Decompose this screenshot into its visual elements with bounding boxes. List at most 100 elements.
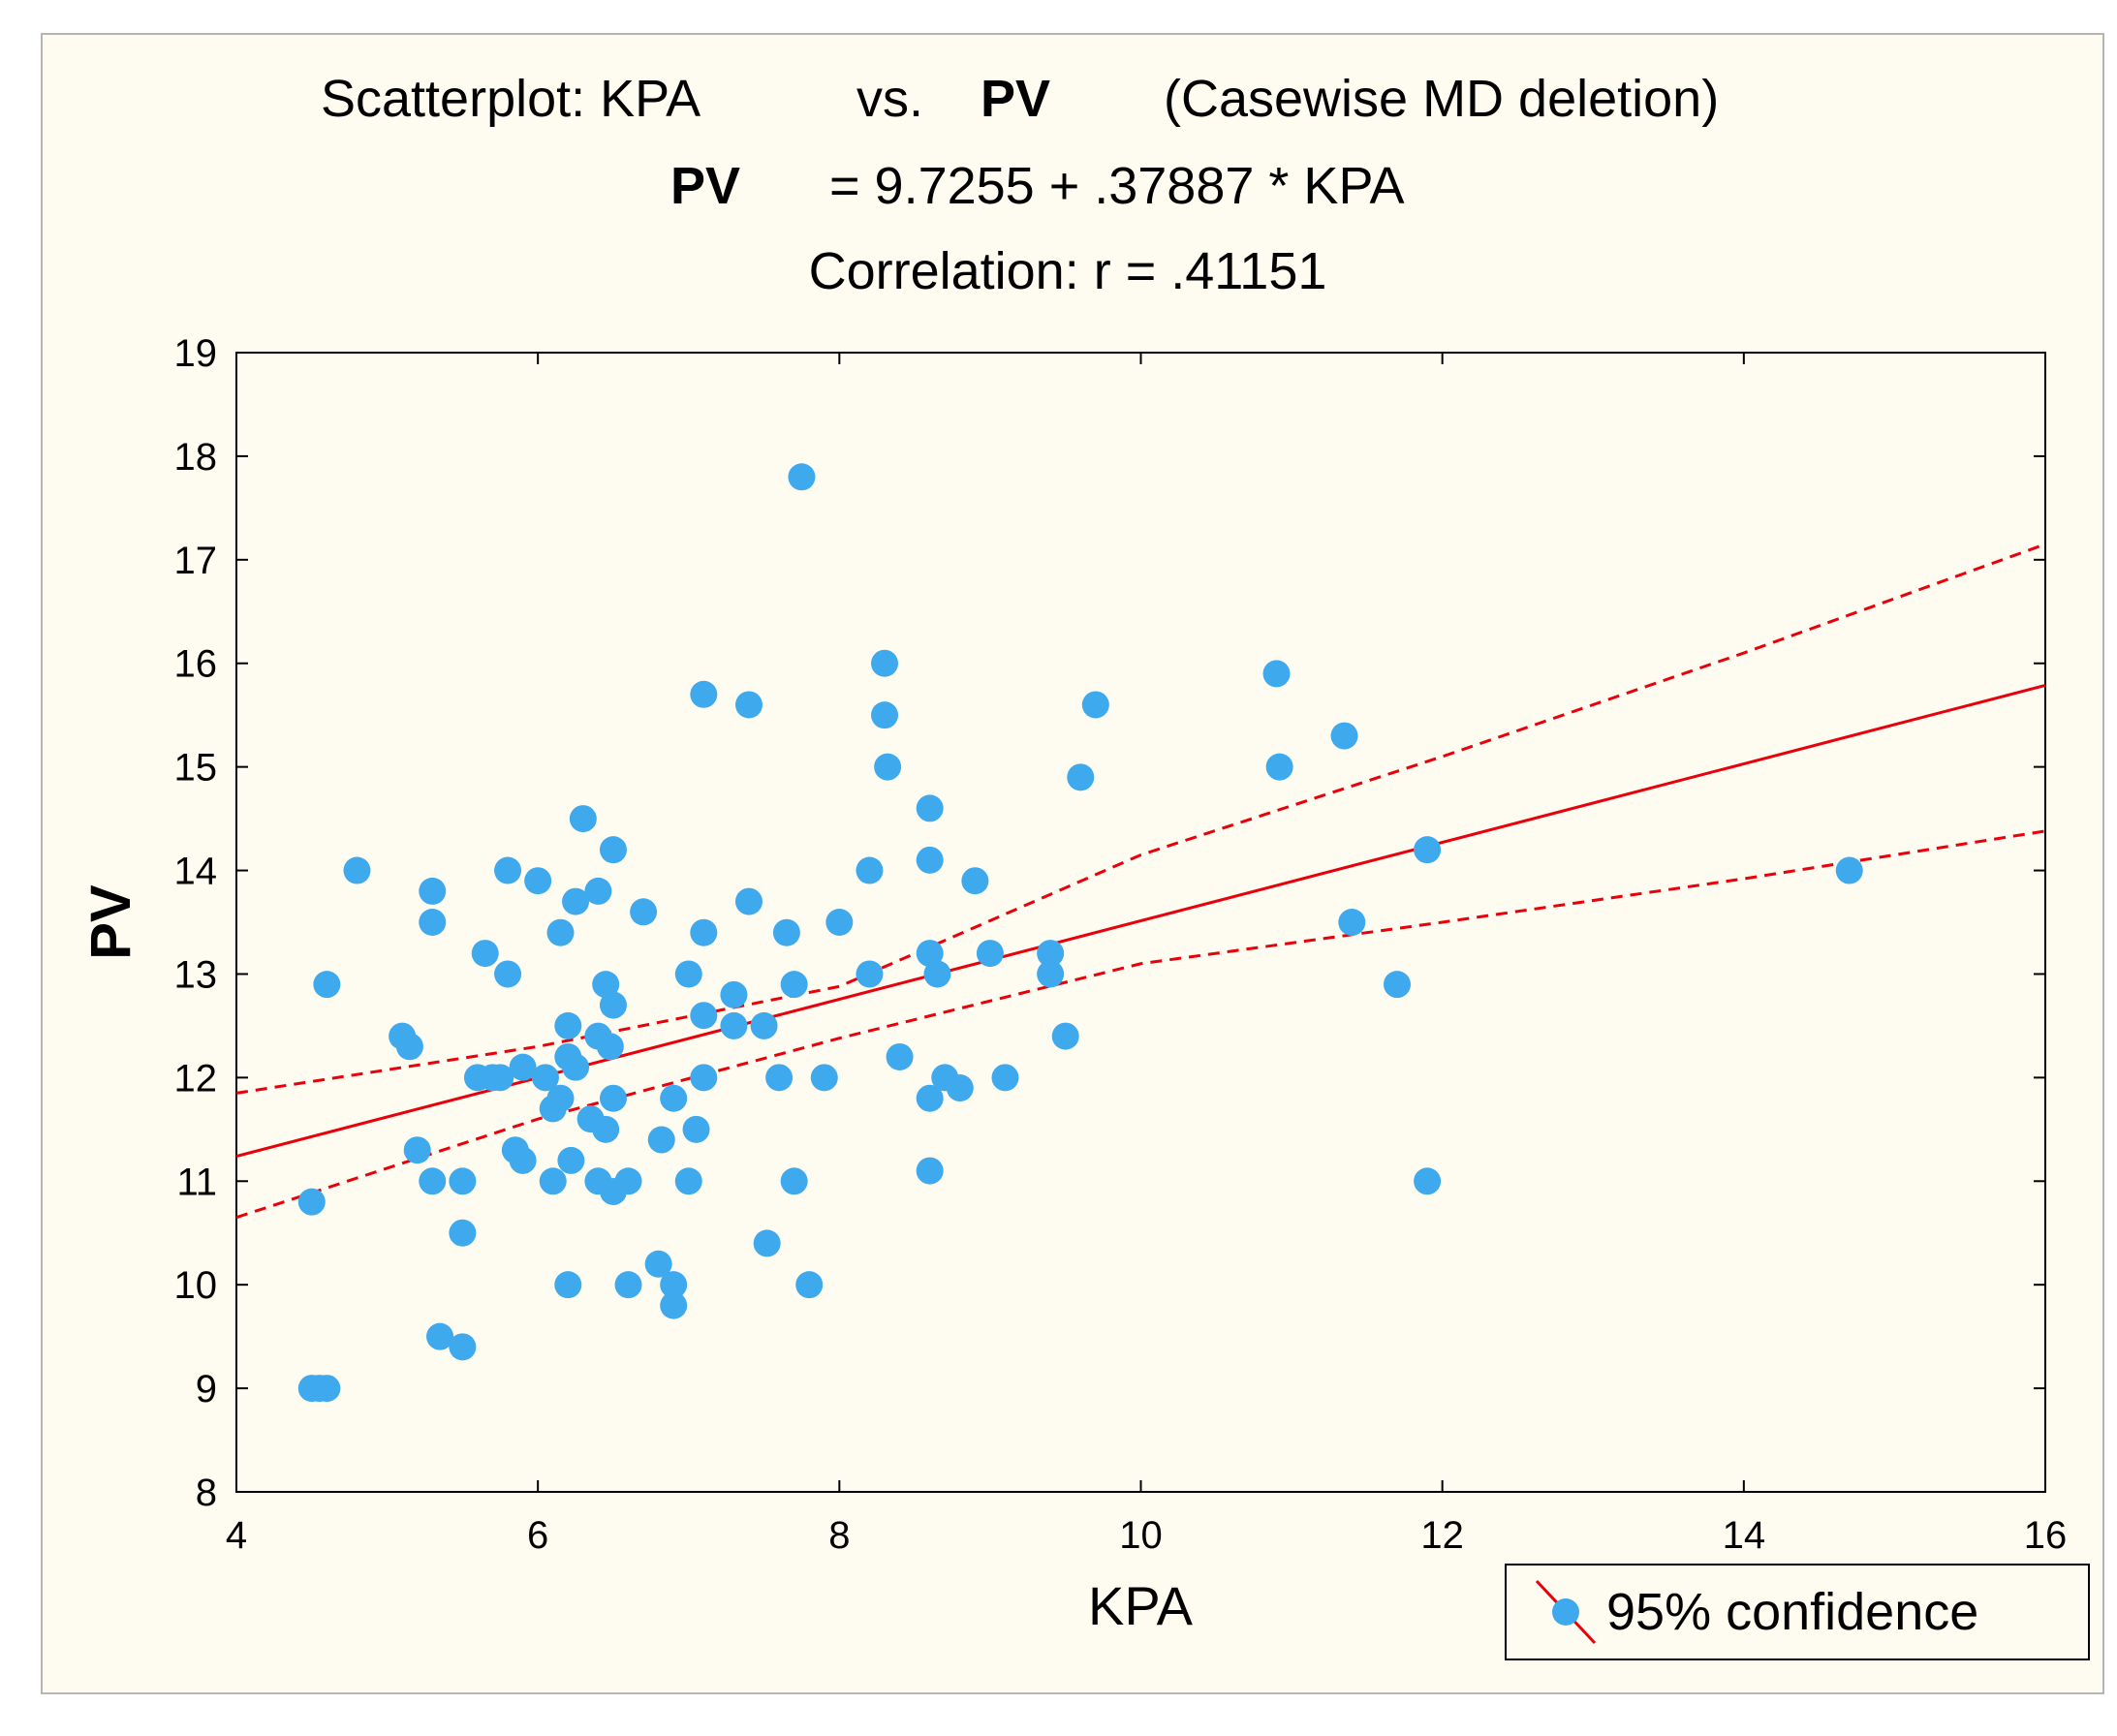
scatterplot-svg: Scatterplot: KPA vs. PV (Casewise MD del…	[79, 70, 2090, 1660]
equation-lhs: PV	[670, 157, 740, 215]
data-point	[426, 1322, 454, 1350]
data-point	[991, 1064, 1019, 1092]
data-point	[562, 1053, 590, 1081]
data-point	[313, 971, 341, 999]
data-point	[750, 1011, 778, 1039]
data-point	[647, 1126, 675, 1154]
data-point	[871, 701, 899, 729]
data-point	[486, 1064, 514, 1092]
data-point	[592, 971, 620, 999]
y-tick-label: 8	[196, 1472, 217, 1514]
legend: 95% confidence	[1505, 1564, 2090, 1660]
title-yvar: PV	[981, 70, 1050, 128]
data-point	[614, 1167, 642, 1195]
legend-box	[1505, 1564, 2090, 1660]
data-point	[557, 1146, 585, 1174]
data-point	[449, 1219, 477, 1247]
data-point	[674, 960, 702, 988]
data-point	[297, 1188, 326, 1216]
title-prefix: Scatterplot: KPA	[321, 70, 700, 128]
data-point	[874, 753, 902, 781]
data-point	[720, 1011, 748, 1039]
data-point	[660, 1271, 688, 1299]
data-point	[810, 1064, 838, 1092]
data-point	[660, 1291, 688, 1319]
data-point	[1037, 960, 1065, 988]
data-point	[1051, 1022, 1079, 1050]
x-tick-label: 10	[1119, 1514, 1163, 1557]
data-point	[562, 887, 590, 915]
data-point	[554, 1271, 582, 1299]
data-point	[494, 856, 522, 884]
data-point	[886, 1042, 914, 1070]
data-point	[403, 1136, 431, 1164]
y-axis-label: PV	[79, 884, 142, 960]
x-axis-label: KPA	[1088, 1575, 1194, 1636]
y-tick-label: 16	[174, 643, 218, 686]
title-suffix: (Casewise MD deletion)	[1164, 70, 1719, 128]
data-point	[1835, 856, 1863, 884]
x-axis-ticks: 4 6 8 10 12 14 16	[226, 353, 2067, 1557]
data-point	[856, 856, 884, 884]
data-point	[720, 980, 748, 1008]
data-point	[1338, 909, 1366, 936]
data-point	[569, 805, 597, 833]
x-tick-label: 14	[1723, 1514, 1766, 1557]
data-point	[690, 1064, 718, 1092]
data-point	[630, 898, 658, 926]
data-point	[682, 1115, 710, 1143]
data-point	[690, 918, 718, 946]
correlation-text: Correlation: r = .41151	[809, 242, 1327, 300]
data-point	[976, 940, 1004, 968]
x-tick-label: 6	[527, 1514, 548, 1557]
title-vs: vs.	[856, 70, 923, 128]
data-point	[644, 1250, 672, 1278]
data-point	[788, 463, 816, 491]
data-point	[494, 960, 522, 988]
y-tick-label: 15	[174, 747, 218, 790]
data-point	[734, 887, 763, 915]
y-tick-label: 17	[174, 540, 218, 582]
data-point	[1265, 753, 1293, 781]
data-point	[313, 1375, 341, 1403]
data-point	[509, 1053, 537, 1081]
y-tick-label: 11	[176, 1161, 217, 1203]
data-point	[674, 1167, 702, 1195]
data-point	[916, 794, 944, 822]
data-point	[554, 1011, 582, 1039]
regression-equation: PV = 9.7255 + .37887 * KPA	[670, 157, 1404, 215]
data-point	[1414, 1167, 1442, 1195]
data-point	[531, 1064, 559, 1092]
data-point	[734, 691, 763, 719]
data-point	[916, 1084, 944, 1112]
data-point	[753, 1229, 781, 1257]
legend-label: 95% confidence	[1606, 1583, 1978, 1641]
chart-title: Scatterplot: KPA vs. PV (Casewise MD del…	[321, 70, 1719, 128]
data-point	[772, 918, 800, 946]
data-point	[1383, 971, 1411, 999]
data-point	[546, 1084, 575, 1112]
data-point	[961, 867, 989, 895]
data-point	[916, 940, 944, 968]
data-point	[780, 1167, 808, 1195]
confidence-lower-line	[236, 829, 2045, 1220]
data-point	[916, 846, 944, 874]
data-point	[449, 1167, 477, 1195]
plot-area: 8 9 10 11 12 13 14 15 16 17 18 19 4 6 8 10 12 14 16	[174, 332, 2068, 1557]
data-point	[419, 909, 447, 936]
data-point	[449, 1333, 477, 1361]
data-point	[584, 877, 612, 905]
data-point	[795, 1271, 824, 1299]
data-point	[825, 909, 854, 936]
confidence-upper-line	[236, 542, 2045, 1095]
data-point	[509, 1146, 537, 1174]
data-point	[343, 856, 371, 884]
data-point	[546, 918, 575, 946]
data-point	[916, 1157, 944, 1185]
x-tick-label: 4	[226, 1514, 247, 1557]
x-tick-label: 12	[1420, 1514, 1464, 1557]
data-point	[395, 1033, 423, 1061]
data-point	[1330, 722, 1358, 750]
y-tick-label: 9	[196, 1368, 217, 1410]
x-tick-label: 8	[828, 1514, 850, 1557]
